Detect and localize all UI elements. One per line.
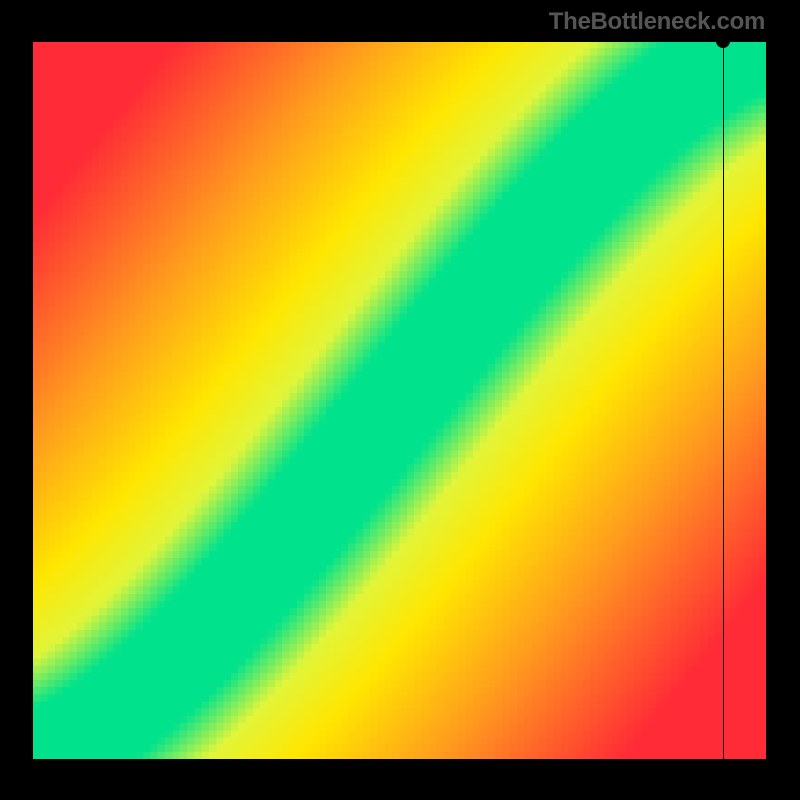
heatmap-canvas [33, 41, 766, 759]
watermark-text: TheBottleneck.com [549, 8, 765, 36]
crosshair-vertical [723, 41, 724, 759]
bottleneck-heatmap [33, 41, 766, 759]
selection-marker[interactable] [716, 34, 730, 48]
crosshair-horizontal [33, 41, 766, 42]
